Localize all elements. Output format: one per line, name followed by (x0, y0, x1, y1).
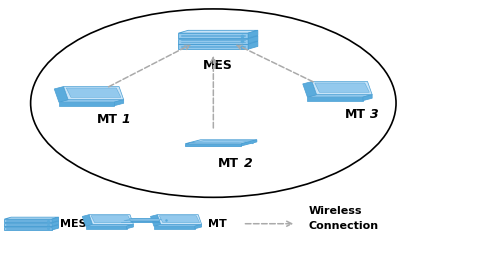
Text: MT: MT (208, 219, 227, 229)
Polygon shape (66, 88, 121, 97)
Polygon shape (4, 225, 58, 227)
Polygon shape (4, 219, 52, 223)
Text: 2: 2 (244, 157, 252, 170)
Polygon shape (4, 217, 58, 219)
Polygon shape (115, 100, 123, 106)
Polygon shape (52, 221, 58, 226)
Text: MT: MT (345, 108, 366, 121)
Polygon shape (248, 41, 258, 49)
Polygon shape (178, 30, 258, 33)
Polygon shape (242, 140, 257, 146)
Polygon shape (82, 215, 93, 226)
Text: MT: MT (218, 157, 239, 170)
Polygon shape (86, 224, 133, 226)
Polygon shape (91, 216, 131, 223)
Polygon shape (159, 216, 199, 223)
Polygon shape (86, 226, 126, 229)
Polygon shape (54, 87, 68, 102)
Polygon shape (307, 97, 363, 101)
Polygon shape (315, 83, 369, 92)
Polygon shape (303, 82, 317, 97)
Polygon shape (52, 217, 58, 223)
Polygon shape (4, 223, 52, 226)
Polygon shape (178, 44, 248, 49)
Polygon shape (178, 39, 248, 44)
Polygon shape (124, 219, 167, 220)
Polygon shape (4, 227, 52, 230)
Polygon shape (195, 224, 202, 229)
Polygon shape (157, 215, 202, 224)
Text: MES: MES (203, 59, 233, 72)
Polygon shape (154, 224, 202, 226)
Text: MT: MT (97, 113, 118, 126)
Text: 3: 3 (370, 108, 379, 121)
Polygon shape (248, 36, 258, 44)
Polygon shape (150, 215, 161, 226)
Polygon shape (154, 226, 195, 229)
Polygon shape (178, 36, 258, 39)
Text: MES: MES (60, 219, 86, 229)
Polygon shape (64, 87, 123, 100)
Polygon shape (178, 33, 248, 38)
Polygon shape (126, 224, 133, 229)
Text: Connection: Connection (308, 221, 378, 231)
Polygon shape (122, 221, 159, 223)
Polygon shape (185, 140, 257, 144)
Polygon shape (363, 95, 372, 101)
Text: Wireless: Wireless (308, 206, 362, 216)
Polygon shape (189, 141, 253, 143)
Polygon shape (185, 144, 242, 146)
Polygon shape (307, 95, 372, 97)
Polygon shape (89, 215, 133, 224)
Polygon shape (4, 221, 58, 223)
Polygon shape (248, 30, 258, 38)
Polygon shape (178, 41, 258, 44)
Polygon shape (52, 225, 58, 230)
Polygon shape (312, 82, 372, 95)
Polygon shape (122, 218, 169, 221)
Polygon shape (59, 102, 115, 106)
Polygon shape (59, 100, 123, 102)
Text: 1: 1 (122, 113, 130, 126)
Polygon shape (159, 218, 169, 223)
